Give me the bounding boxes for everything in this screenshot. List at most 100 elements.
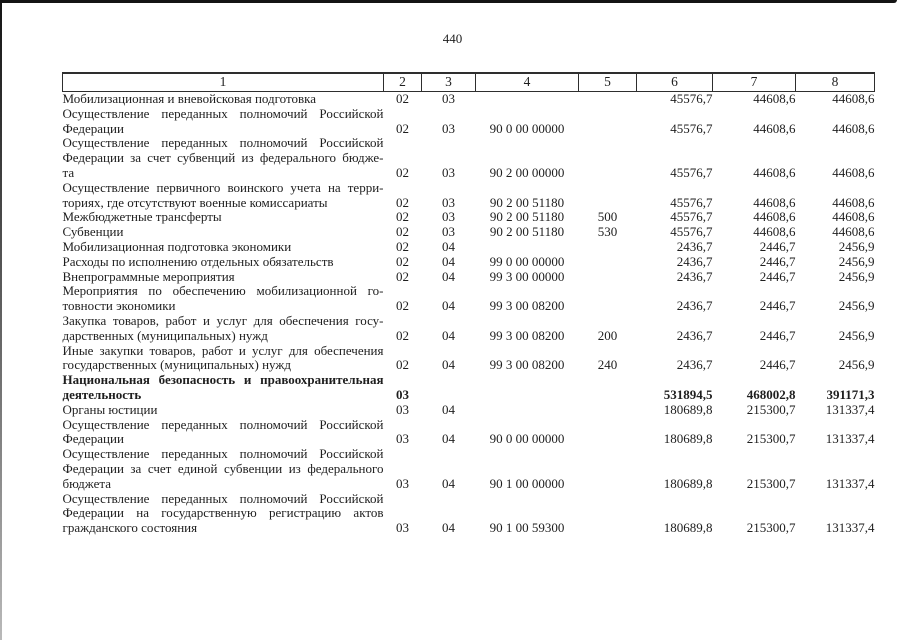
row-name-line: Федерации bbox=[62, 120, 124, 136]
amount-year1-cell: 2436,7 bbox=[676, 298, 713, 314]
row-name-line: Федерации bbox=[62, 431, 124, 447]
row-name-line: Мобилизационная подготовка экономики bbox=[62, 238, 292, 254]
target-article-cell: 90 1 00 00000 bbox=[489, 475, 565, 491]
column-header-7: 7 bbox=[712, 72, 796, 92]
target-article-cell: 99 3 00 08200 bbox=[489, 357, 565, 373]
podrazdel-cell: 04 bbox=[442, 357, 455, 373]
row-name-line: Субвенции bbox=[62, 224, 124, 240]
amount-year1-cell: 2436,7 bbox=[676, 238, 713, 254]
scan-top-edge bbox=[0, 0, 897, 3]
podrazdel-cell: 04 bbox=[442, 327, 455, 343]
table-body: Мобилизационная и вневойсковая подготовк… bbox=[62, 91, 875, 536]
razdel-cell: 02 bbox=[396, 224, 409, 240]
target-article-cell bbox=[476, 92, 579, 107]
amount-year2-cell: 215300,7 bbox=[746, 475, 796, 491]
razdel-cell: 03 bbox=[396, 475, 409, 491]
amount-year1-cell: 45576,7 bbox=[670, 224, 713, 240]
row-name-line: та bbox=[62, 164, 75, 180]
razdel-cell: 02 bbox=[396, 298, 409, 314]
table-row: Мобилизационная подготовка экономики 02 04… bbox=[62, 238, 875, 255]
amount-year2-cell: 2446,7 bbox=[759, 357, 796, 373]
podrazdel-cell: 04 bbox=[442, 298, 455, 314]
razdel-cell: 02 bbox=[396, 327, 409, 343]
amount-year1-cell: 45576,7 bbox=[670, 209, 713, 225]
amount-year2-cell: 44608,6 bbox=[753, 224, 796, 240]
amount-year2-cell: 2446,7 bbox=[759, 238, 796, 254]
expense-type-cell bbox=[579, 255, 637, 270]
podrazdel-cell: 04 bbox=[442, 520, 455, 536]
row-name-line: ториях, где отсутствуют военные комиссар… bbox=[62, 194, 328, 210]
expense-type-cell bbox=[579, 270, 637, 285]
target-article-cell: 99 0 00 00000 bbox=[489, 253, 565, 269]
amount-year3-cell: 44608,6 bbox=[832, 194, 875, 210]
expense-type-cell bbox=[579, 181, 637, 211]
amount-year3-cell: 44608,6 bbox=[832, 91, 875, 106]
amount-year1-cell: 45576,7 bbox=[670, 194, 713, 210]
expense-type-cell bbox=[579, 373, 637, 403]
amount-year2-cell: 215300,7 bbox=[746, 520, 796, 536]
expense-type-cell: 530 bbox=[597, 224, 618, 240]
amount-year1-cell: 45576,7 bbox=[670, 91, 713, 106]
row-name-cell: Осуществление переданных полномочий Росс… bbox=[63, 446, 384, 491]
scan-left-edge bbox=[0, 0, 2, 640]
amount-year3-cell: 2456,9 bbox=[838, 357, 875, 373]
razdel-cell: 03 bbox=[396, 401, 409, 417]
table-row: Осуществление переданных полномочий Росс… bbox=[62, 105, 875, 137]
podrazdel-cell: 04 bbox=[442, 238, 455, 254]
target-article-cell: 99 3 00 08200 bbox=[489, 298, 565, 314]
row-name-line: Национальная безопасность и правоохранит… bbox=[62, 372, 384, 388]
amount-year2-cell: 44608,6 bbox=[753, 209, 796, 225]
expense-type-cell bbox=[579, 403, 637, 418]
column-header-5: 5 bbox=[578, 72, 637, 92]
expense-type-cell bbox=[579, 284, 637, 314]
row-name-cell: Мероприятия по обеспечению мобилизационн… bbox=[63, 284, 384, 314]
row-name-cell: Осуществление первичного воинского учета… bbox=[62, 180, 384, 211]
amount-year3-cell: 2456,9 bbox=[838, 238, 875, 254]
expense-type-cell bbox=[579, 492, 637, 536]
table-row: Межбюджетные трансферты 02 03 90 2 00 51180… bbox=[63, 210, 875, 225]
table-row: Внепрограммные мероприятия 02 04 99 3 00 00… bbox=[62, 268, 875, 285]
podrazdel-cell: 03 bbox=[442, 164, 455, 180]
target-article-cell bbox=[476, 373, 579, 403]
expense-type-cell: 200 bbox=[597, 327, 618, 343]
row-name-cell: Осуществление переданных полномочий Росс… bbox=[63, 136, 384, 180]
row-name-line: государственных (муниципальных) нужд bbox=[62, 357, 291, 373]
amount-year3-cell: 2456,9 bbox=[838, 298, 875, 314]
page-number: 440 bbox=[442, 31, 463, 46]
amount-year3-cell: 44608,6 bbox=[832, 120, 875, 136]
razdel-cell: 02 bbox=[396, 164, 409, 180]
column-header-3: 3 bbox=[421, 72, 476, 92]
podrazdel-cell: 03 bbox=[442, 120, 455, 136]
razdel-cell: 02 bbox=[396, 91, 409, 106]
target-article-cell: 90 2 00 51180 bbox=[489, 224, 565, 240]
row-name-line: Мобилизационная и вневойсковая подготовк… bbox=[62, 91, 317, 106]
razdel-cell: 02 bbox=[396, 357, 409, 373]
amount-year1-cell: 2436,7 bbox=[676, 327, 713, 343]
row-name-line: Осуществление переданных полномочий Росс… bbox=[62, 105, 384, 121]
expense-type-cell bbox=[579, 107, 637, 137]
amount-year1-cell: 180689,8 bbox=[663, 475, 713, 491]
podrazdel-cell bbox=[422, 373, 476, 403]
podrazdel-cell: 04 bbox=[442, 431, 455, 447]
column-header-6: 6 bbox=[636, 72, 713, 92]
row-name-line: Иные закупки товаров, работ и услуг для … bbox=[62, 342, 384, 358]
target-article-cell: 90 0 00 00000 bbox=[489, 120, 565, 136]
row-name-cell: Межбюджетные трансферты bbox=[63, 210, 384, 225]
row-name-cell: Осуществление переданных полномочий Росс… bbox=[62, 416, 384, 448]
amount-year3-cell: 2456,9 bbox=[838, 327, 875, 343]
row-name-line: Внепрограммные мероприятия bbox=[62, 268, 235, 284]
row-name-cell: Осуществление переданных полномочий Росс… bbox=[62, 105, 384, 137]
amount-year2-cell: 44608,6 bbox=[753, 120, 796, 136]
column-header-8: 8 bbox=[795, 72, 875, 92]
amount-year1-cell: 180689,8 bbox=[663, 520, 713, 536]
podrazdel-cell: 04 bbox=[442, 253, 455, 269]
amount-year1-cell: 2436,7 bbox=[676, 253, 713, 269]
row-name-cell: Национальная безопасность и правоохранит… bbox=[62, 372, 384, 403]
amount-year3-cell: 131337,4 bbox=[825, 475, 875, 491]
table-row: Субвенции 02 03 90 2 00 51180 530 45576,7 4460… bbox=[62, 224, 875, 240]
podrazdel-cell: 03 bbox=[442, 209, 455, 225]
row-name-line: Осуществление переданных полномочий Росс… bbox=[62, 135, 384, 151]
amount-year3-cell: 131337,4 bbox=[825, 520, 875, 536]
row-name-line: Осуществление переданных полномочий Росс… bbox=[62, 416, 384, 432]
